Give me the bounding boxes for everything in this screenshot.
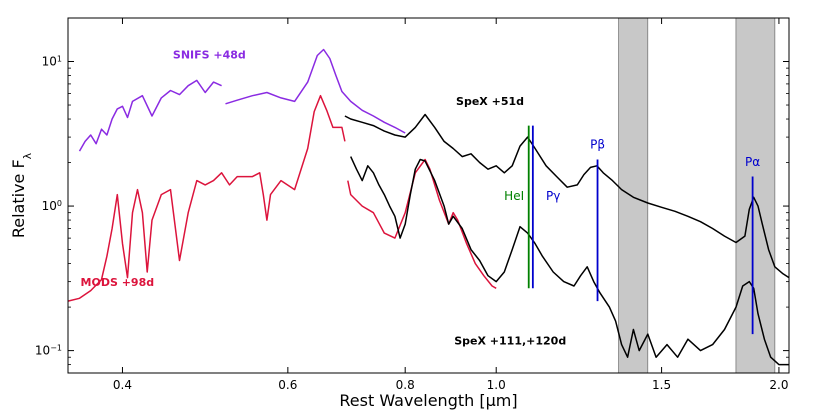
series-line-spex-111-120d-6 xyxy=(350,156,789,366)
y-axis-label: Relative Fλ xyxy=(9,152,34,238)
series-line-mods-98d-4 xyxy=(347,158,497,289)
marker-label-p: Pγ xyxy=(546,189,560,203)
marker-label-p: Pβ xyxy=(590,138,605,152)
x-tick-label-1.5: 1.5 xyxy=(652,378,671,392)
axis-ticks: 0.4 0.6 0.8 1.0 1.5 2.0 10−1 100 101 xyxy=(35,17,789,392)
series-line-snifs-48d-2 xyxy=(225,48,406,134)
shaded-regions xyxy=(618,17,776,374)
x-tick-label-2.0: 2.0 xyxy=(769,378,788,392)
marker-label-hei: HeI xyxy=(504,189,524,203)
series-line-snifs-48d-1 xyxy=(78,79,222,152)
series-label-snifs-48d: SNIFS +48d xyxy=(173,48,246,61)
telluric-band-2 xyxy=(735,17,776,374)
y-axis-label-subscript: λ xyxy=(21,152,34,159)
series-labels: SNIFS +48d MODS +98d SpeX +51d SpeX +111,+1… xyxy=(81,48,567,347)
x-axis-label: Rest Wavelength [μm] xyxy=(339,391,517,410)
series-label-mods-98d: MODS +98d xyxy=(81,276,155,289)
x-tick-label-1.0: 1.0 xyxy=(487,378,506,392)
line-markers: HeI Pγ Pβ Pα xyxy=(504,125,760,335)
plot-frame xyxy=(67,17,790,374)
series-line-mods-98d-3 xyxy=(67,94,346,302)
y-tick-label-0.1: 10−1 xyxy=(35,343,62,358)
series-label-spex-111-120d: SpeX +111,+120d xyxy=(454,335,566,348)
y-tick-label-10: 101 xyxy=(42,54,62,69)
telluric-band-1 xyxy=(618,17,649,374)
y-axis-label-main: Relative F xyxy=(9,159,28,238)
y-tick-label-1: 100 xyxy=(42,199,62,214)
series-label-spex-51d: SpeX +51d xyxy=(456,95,524,108)
x-tick-label-0.4: 0.4 xyxy=(113,378,132,392)
series-line-spex-51d-5 xyxy=(344,113,790,279)
series-lines xyxy=(67,48,790,366)
x-tick-label-0.8: 0.8 xyxy=(396,378,415,392)
marker-label-p: Pα xyxy=(745,155,760,169)
x-tick-label-0.6: 0.6 xyxy=(278,378,297,392)
